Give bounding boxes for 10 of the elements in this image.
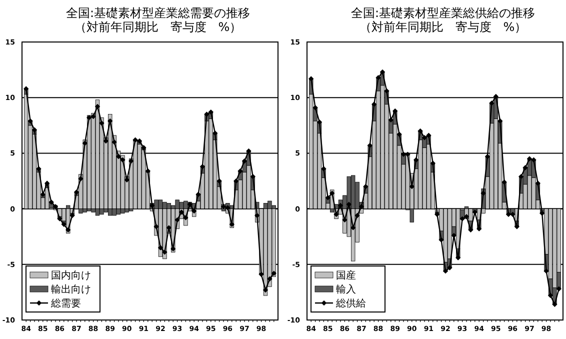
legend-label: 国内向け [51, 270, 91, 282]
legend-label: 総需要 [50, 298, 81, 310]
chart-subtitle: （対前年同期比 寄与度 %） [74, 20, 242, 34]
chart-title: 全国:基礎素材型産業総供給の推移 [350, 6, 536, 20]
legend-label: 総供給 [335, 298, 366, 310]
chart-title: 全国:基礎素材型産業総需要の推移 [66, 6, 250, 20]
legend-label: 輸入 [336, 284, 356, 296]
legend-label: 輸出向け [51, 284, 91, 296]
legend-label: 国産 [336, 270, 356, 282]
chart-subtitle: （対前年同期比 寄与度 %） [359, 20, 527, 34]
